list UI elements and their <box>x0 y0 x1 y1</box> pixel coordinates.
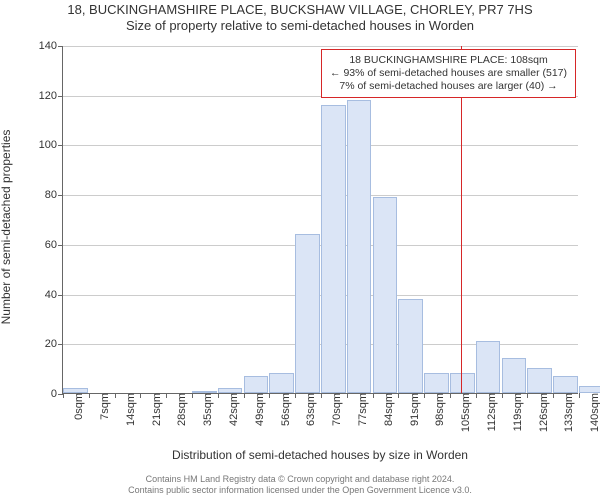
x-tick-mark <box>579 393 580 398</box>
bar <box>527 368 552 393</box>
x-tick-mark <box>269 393 270 398</box>
y-tick-label: 140 <box>39 40 63 52</box>
x-tick-mark <box>192 393 193 398</box>
x-tick-mark <box>398 393 399 398</box>
footer-line-2: Contains public sector information licen… <box>0 485 600 496</box>
bar <box>347 100 372 393</box>
bar <box>398 299 423 393</box>
bar <box>553 376 578 393</box>
x-tick-mark <box>347 393 348 398</box>
x-tick-label: 14sqm <box>117 393 137 426</box>
annotation-box: 18 BUCKINGHAMSHIRE PLACE: 108sqm ← 93% o… <box>321 49 576 98</box>
x-tick-mark <box>527 393 528 398</box>
x-tick-label: 63sqm <box>297 393 317 426</box>
bar <box>502 358 527 393</box>
x-tick-label: 119sqm <box>504 393 524 431</box>
x-tick-label: 105sqm <box>452 393 472 432</box>
y-tick-label: 40 <box>45 289 63 301</box>
x-tick-label: 0sqm <box>65 393 85 420</box>
x-tick-label: 140sqm <box>581 393 600 432</box>
x-tick-label: 98sqm <box>426 393 446 426</box>
x-tick-mark <box>476 393 477 398</box>
x-tick-mark <box>63 393 64 398</box>
x-tick-label: 70sqm <box>323 393 343 426</box>
bar <box>269 373 294 393</box>
bar <box>579 386 600 393</box>
chart-title: 18, BUCKINGHAMSHIRE PLACE, BUCKSHAW VILL… <box>0 2 600 33</box>
x-tick-mark <box>89 393 90 398</box>
x-tick-mark <box>115 393 116 398</box>
x-tick-label: 56sqm <box>272 393 292 426</box>
x-tick-label: 35sqm <box>194 393 214 426</box>
x-tick-label: 112sqm <box>478 393 498 431</box>
footer-text: Contains HM Land Registry data © Crown c… <box>0 474 600 497</box>
y-axis-label: Number of semi-detached properties <box>0 53 13 401</box>
x-tick-label: 28sqm <box>168 393 188 426</box>
x-tick-label: 91sqm <box>401 393 421 426</box>
x-tick-label: 84sqm <box>375 393 395 426</box>
y-tick-label: 100 <box>39 139 63 151</box>
y-tick-label: 20 <box>45 338 63 350</box>
x-tick-label: 133sqm <box>555 393 575 432</box>
y-tick-label: 80 <box>45 189 63 201</box>
bar <box>450 373 475 393</box>
x-tick-label: 77sqm <box>349 393 369 426</box>
bar <box>244 376 269 393</box>
grid-line <box>63 46 578 47</box>
x-tick-label: 42sqm <box>220 393 240 426</box>
figure: 18, BUCKINGHAMSHIRE PLACE, BUCKSHAW VILL… <box>0 0 600 500</box>
x-tick-mark <box>244 393 245 398</box>
x-tick-mark <box>140 393 141 398</box>
annotation-line-3: 7% of semi-detached houses are larger (4… <box>330 80 567 93</box>
bar <box>295 234 320 393</box>
x-tick-mark <box>321 393 322 398</box>
annotation-line-2: ← 93% of semi-detached houses are smalle… <box>330 67 567 80</box>
title-line-2: Size of property relative to semi-detach… <box>0 18 600 34</box>
x-tick-label: 126sqm <box>530 393 550 432</box>
y-tick-label: 120 <box>39 90 63 102</box>
x-axis-label: Distribution of semi-detached houses by … <box>62 448 578 462</box>
y-tick-label: 60 <box>45 239 63 251</box>
x-tick-mark <box>450 393 451 398</box>
x-tick-mark <box>373 393 374 398</box>
bar <box>373 197 398 393</box>
x-tick-mark <box>502 393 503 398</box>
bar <box>321 105 346 393</box>
x-tick-mark <box>218 393 219 398</box>
x-tick-label: 7sqm <box>91 393 111 420</box>
annotation-line-1: 18 BUCKINGHAMSHIRE PLACE: 108sqm <box>330 54 567 67</box>
bar <box>476 341 501 393</box>
y-tick-label: 0 <box>51 388 63 400</box>
x-tick-label: 21sqm <box>143 393 163 426</box>
x-tick-label: 49sqm <box>246 393 266 426</box>
title-line-1: 18, BUCKINGHAMSHIRE PLACE, BUCKSHAW VILL… <box>0 2 600 18</box>
bar <box>424 373 449 393</box>
footer-line-1: Contains HM Land Registry data © Crown c… <box>0 474 600 485</box>
